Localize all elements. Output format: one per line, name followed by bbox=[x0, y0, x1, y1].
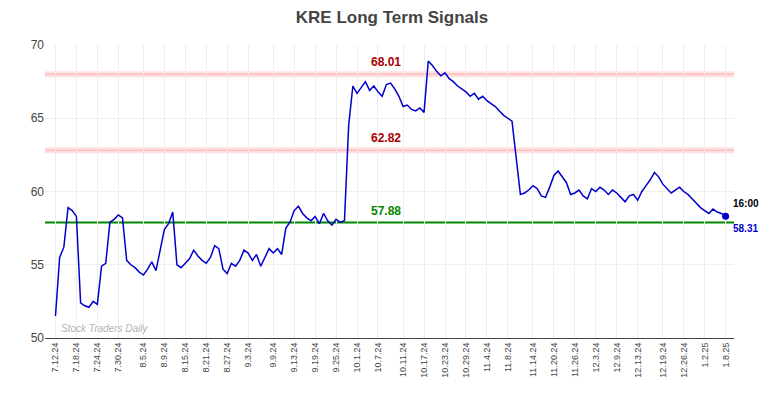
svg-text:7.18.24: 7.18.24 bbox=[71, 343, 81, 373]
svg-text:7.12.24: 7.12.24 bbox=[50, 343, 60, 373]
svg-text:55: 55 bbox=[31, 258, 45, 272]
svg-text:50: 50 bbox=[31, 331, 45, 345]
svg-text:10.1.24: 10.1.24 bbox=[352, 343, 362, 373]
svg-text:8.5.24: 8.5.24 bbox=[138, 343, 148, 368]
svg-text:KRE Long Term Signals: KRE Long Term Signals bbox=[296, 8, 488, 27]
svg-text:12.19.24: 12.19.24 bbox=[658, 343, 668, 378]
svg-text:68.01: 68.01 bbox=[371, 55, 401, 69]
svg-text:11.26.24: 11.26.24 bbox=[570, 343, 580, 377]
svg-text:Stock Traders Daily: Stock Traders Daily bbox=[61, 323, 149, 334]
svg-text:9.13.24: 9.13.24 bbox=[289, 343, 299, 373]
svg-text:8.15.24: 8.15.24 bbox=[180, 343, 190, 373]
svg-text:11.14.24: 11.14.24 bbox=[528, 343, 538, 377]
svg-text:8.27.24: 8.27.24 bbox=[222, 343, 232, 373]
svg-text:10.7.24: 10.7.24 bbox=[373, 343, 383, 373]
svg-text:10.11.24: 10.11.24 bbox=[398, 343, 408, 377]
svg-text:9.19.24: 9.19.24 bbox=[310, 343, 320, 373]
svg-text:60: 60 bbox=[31, 185, 45, 199]
svg-text:11.8.24: 11.8.24 bbox=[503, 343, 513, 372]
svg-text:10.29.24: 10.29.24 bbox=[461, 343, 471, 378]
svg-text:8.21.24: 8.21.24 bbox=[201, 343, 211, 373]
svg-text:10.17.24: 10.17.24 bbox=[419, 343, 429, 378]
svg-text:58.31: 58.31 bbox=[733, 223, 758, 234]
svg-text:1.2.25: 1.2.25 bbox=[700, 343, 710, 368]
svg-text:12.13.24: 12.13.24 bbox=[633, 343, 643, 378]
svg-text:9.3.24: 9.3.24 bbox=[243, 343, 253, 368]
svg-text:12.9.24: 12.9.24 bbox=[612, 343, 622, 373]
svg-text:62.82: 62.82 bbox=[371, 131, 401, 145]
svg-text:7.24.24: 7.24.24 bbox=[92, 343, 102, 373]
svg-text:65: 65 bbox=[31, 111, 45, 125]
svg-text:10.23.24: 10.23.24 bbox=[440, 343, 450, 378]
svg-text:12.3.24: 12.3.24 bbox=[591, 343, 601, 373]
svg-text:70: 70 bbox=[31, 38, 45, 52]
svg-text:7.30.24: 7.30.24 bbox=[113, 343, 123, 373]
svg-text:8.9.24: 8.9.24 bbox=[159, 343, 169, 368]
svg-text:9.25.24: 9.25.24 bbox=[331, 343, 341, 373]
svg-text:1.8.25: 1.8.25 bbox=[721, 343, 731, 368]
svg-text:11.4.24: 11.4.24 bbox=[482, 343, 492, 372]
svg-text:11.20.24: 11.20.24 bbox=[549, 343, 559, 377]
svg-text:57.88: 57.88 bbox=[371, 204, 401, 218]
svg-text:16:00: 16:00 bbox=[733, 198, 759, 209]
svg-text:12.26.24: 12.26.24 bbox=[679, 343, 689, 378]
svg-text:9.9.24: 9.9.24 bbox=[268, 343, 278, 368]
